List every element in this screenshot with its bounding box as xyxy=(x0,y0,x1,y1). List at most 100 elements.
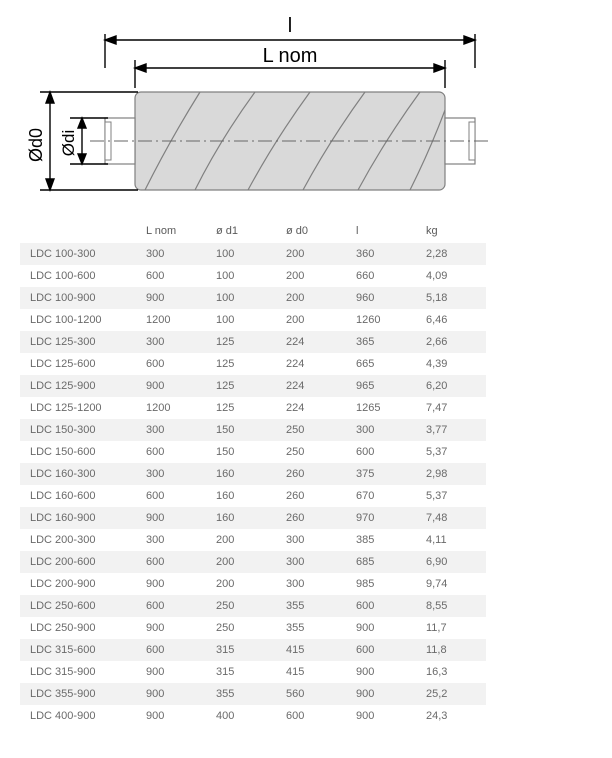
cell-value: 260 xyxy=(276,463,346,485)
dim-label-lnom: L nom xyxy=(263,45,318,67)
cell-model: LDC 125-900 xyxy=(20,375,136,397)
dim-label-l: l xyxy=(288,15,292,37)
cell-model: LDC 250-600 xyxy=(20,595,136,617)
cell-value: 685 xyxy=(346,551,416,573)
cell-value: 985 xyxy=(346,573,416,595)
cell-value: 250 xyxy=(276,419,346,441)
table-header-row: L nom ø d1 ø d0 l kg xyxy=(20,221,486,243)
cell-model: LDC 250-900 xyxy=(20,617,136,639)
cell-value: 224 xyxy=(276,375,346,397)
cell-value: 415 xyxy=(276,661,346,683)
cell-model: LDC 160-600 xyxy=(20,485,136,507)
cell-value: 4,09 xyxy=(416,265,486,287)
cell-value: 100 xyxy=(206,309,276,331)
cell-value: 600 xyxy=(136,485,206,507)
cell-value: 970 xyxy=(346,507,416,529)
cell-value: 1200 xyxy=(136,397,206,419)
cell-value: 5,37 xyxy=(416,485,486,507)
cell-value: 11,8 xyxy=(416,639,486,661)
cell-value: 900 xyxy=(136,661,206,683)
cell-model: LDC 100-1200 xyxy=(20,309,136,331)
cell-value: 6,46 xyxy=(416,309,486,331)
col-kg: kg xyxy=(416,221,486,243)
cell-value: 600 xyxy=(136,441,206,463)
cell-value: 600 xyxy=(276,705,346,727)
cell-value: 375 xyxy=(346,463,416,485)
cell-value: 125 xyxy=(206,397,276,419)
table-row: LDC 250-6006002503556008,55 xyxy=(20,595,486,617)
cell-value: 125 xyxy=(206,375,276,397)
cell-value: 224 xyxy=(276,353,346,375)
cell-value: 600 xyxy=(136,551,206,573)
col-l: l xyxy=(346,221,416,243)
cell-value: 250 xyxy=(206,595,276,617)
cell-value: 355 xyxy=(276,595,346,617)
dim-label-d0: Ød0 xyxy=(26,128,46,162)
table-row: LDC 100-3003001002003602,28 xyxy=(20,243,486,265)
cell-value: 900 xyxy=(346,705,416,727)
cell-value: 150 xyxy=(206,419,276,441)
technical-diagram: l L nom Ød0 Ødi xyxy=(20,10,580,215)
cell-value: 25,2 xyxy=(416,683,486,705)
cell-value: 600 xyxy=(346,595,416,617)
cell-value: 6,20 xyxy=(416,375,486,397)
cell-model: LDC 150-300 xyxy=(20,419,136,441)
cell-value: 960 xyxy=(346,287,416,309)
table-row: LDC 400-90090040060090024,3 xyxy=(20,705,486,727)
cell-value: 300 xyxy=(136,243,206,265)
cell-value: 300 xyxy=(346,419,416,441)
cell-model: LDC 150-600 xyxy=(20,441,136,463)
table-row: LDC 100-1200120010020012606,46 xyxy=(20,309,486,331)
cell-value: 260 xyxy=(276,485,346,507)
table-row: LDC 200-9009002003009859,74 xyxy=(20,573,486,595)
cell-value: 2,98 xyxy=(416,463,486,485)
cell-value: 7,47 xyxy=(416,397,486,419)
cell-model: LDC 400-900 xyxy=(20,705,136,727)
cell-value: 415 xyxy=(276,639,346,661)
cell-value: 300 xyxy=(136,529,206,551)
cell-value: 224 xyxy=(276,331,346,353)
cell-value: 965 xyxy=(346,375,416,397)
cell-value: 900 xyxy=(136,617,206,639)
cell-value: 660 xyxy=(346,265,416,287)
cell-value: 24,3 xyxy=(416,705,486,727)
cell-value: 2,28 xyxy=(416,243,486,265)
cell-value: 300 xyxy=(136,331,206,353)
cell-value: 600 xyxy=(136,353,206,375)
table-row: LDC 100-9009001002009605,18 xyxy=(20,287,486,309)
dimensions-table: L nom ø d1 ø d0 l kg LDC 100-30030010020… xyxy=(20,221,486,727)
cell-value: 400 xyxy=(206,705,276,727)
cell-value: 900 xyxy=(136,705,206,727)
table-row: LDC 125-3003001252243652,66 xyxy=(20,331,486,353)
cell-model: LDC 315-900 xyxy=(20,661,136,683)
col-model xyxy=(20,221,136,243)
cell-model: LDC 125-1200 xyxy=(20,397,136,419)
cell-value: 8,55 xyxy=(416,595,486,617)
cell-value: 900 xyxy=(346,683,416,705)
table-row: LDC 315-90090031541590016,3 xyxy=(20,661,486,683)
table-row: LDC 200-6006002003006856,90 xyxy=(20,551,486,573)
cell-value: 5,37 xyxy=(416,441,486,463)
col-d1: ø d1 xyxy=(206,221,276,243)
cell-value: 150 xyxy=(206,441,276,463)
cell-value: 900 xyxy=(136,507,206,529)
cell-value: 100 xyxy=(206,243,276,265)
cell-value: 200 xyxy=(206,573,276,595)
cell-value: 4,11 xyxy=(416,529,486,551)
cell-value: 670 xyxy=(346,485,416,507)
cell-value: 125 xyxy=(206,331,276,353)
cell-value: 7,48 xyxy=(416,507,486,529)
table-row: LDC 125-9009001252249656,20 xyxy=(20,375,486,397)
cell-model: LDC 100-300 xyxy=(20,243,136,265)
cell-value: 2,66 xyxy=(416,331,486,353)
table-row: LDC 200-3003002003003854,11 xyxy=(20,529,486,551)
cell-value: 100 xyxy=(206,265,276,287)
cell-value: 1200 xyxy=(136,309,206,331)
table-row: LDC 100-6006001002006604,09 xyxy=(20,265,486,287)
cell-value: 600 xyxy=(136,639,206,661)
cell-value: 600 xyxy=(346,639,416,661)
cell-value: 160 xyxy=(206,463,276,485)
cell-model: LDC 100-900 xyxy=(20,287,136,309)
table-row: LDC 355-90090035556090025,2 xyxy=(20,683,486,705)
cell-value: 5,18 xyxy=(416,287,486,309)
